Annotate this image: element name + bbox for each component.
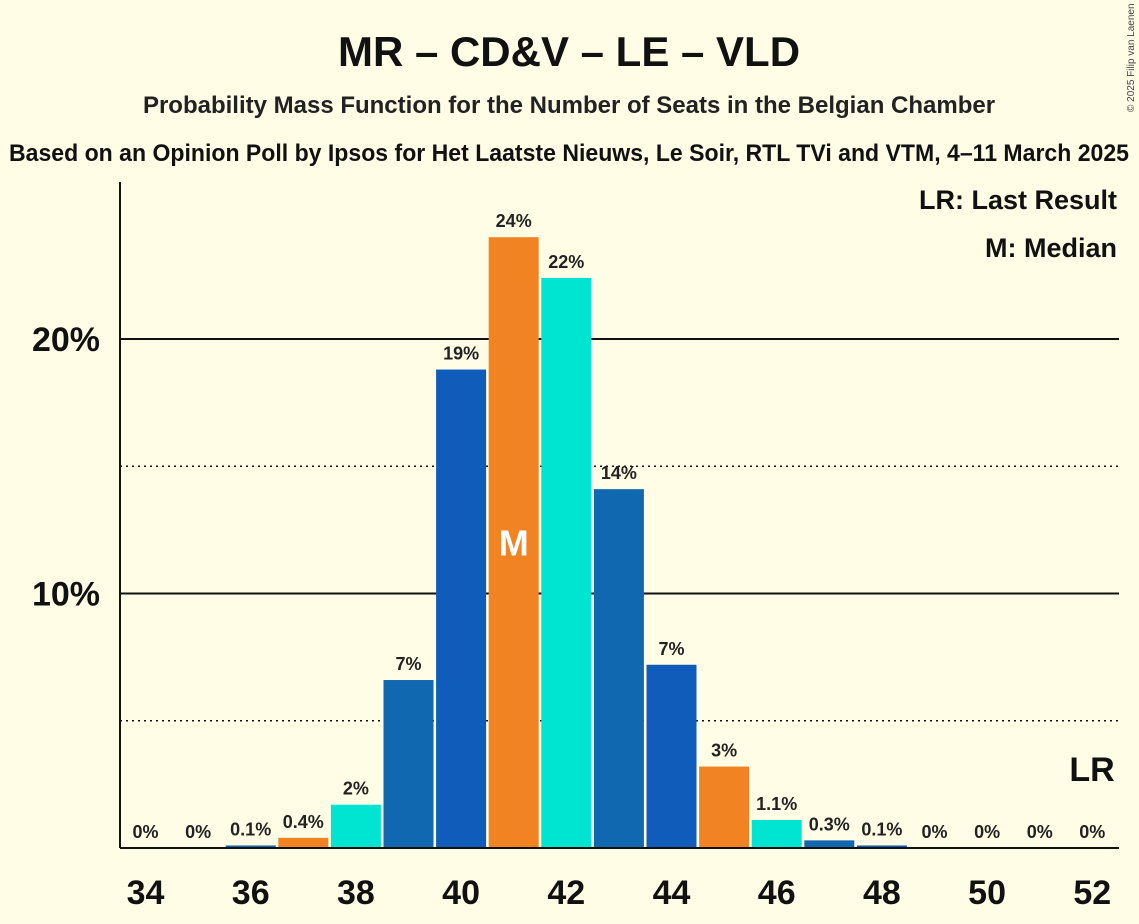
y-tick-label-10: 10%: [32, 576, 100, 614]
chart-source: Based on an Opinion Poll by Ipsos for He…: [9, 140, 1129, 167]
bar-38: [330, 804, 381, 848]
x-axis-ticks: 34 36 38 40 42 44 46 48 50 52: [127, 874, 1112, 912]
x-tick-label-48: 48: [863, 874, 901, 912]
bar-47: [804, 840, 855, 848]
legend-median: M: Median: [985, 233, 1117, 263]
bar-45: [699, 766, 750, 848]
bar-label-39: 7%: [395, 654, 421, 674]
y-tick-label-20: 20%: [32, 321, 100, 359]
x-tick-label-50: 50: [968, 874, 1006, 912]
x-tick-label-44: 44: [653, 874, 691, 912]
bar-label-35: 0%: [185, 822, 211, 842]
x-tick-label-52: 52: [1073, 874, 1111, 912]
bar-42: [541, 277, 592, 848]
x-tick-label-40: 40: [442, 874, 480, 912]
x-tick-label-38: 38: [337, 874, 375, 912]
median-marker: M: [499, 523, 529, 564]
x-tick-label-34: 34: [127, 874, 165, 912]
bar-label-36: 0.1%: [230, 819, 271, 839]
bar-46: [751, 820, 802, 848]
bar-label-38: 2%: [343, 779, 369, 799]
chart-title: MR – CD&V – LE – VLD: [338, 28, 800, 75]
bar-40: [436, 369, 487, 848]
last-result-marker: LR: [1069, 751, 1114, 789]
bar-label-52: 0%: [1079, 822, 1105, 842]
bar-label-50: 0%: [974, 822, 1000, 842]
bar-37: [278, 837, 329, 848]
x-tick-label-42: 42: [547, 874, 585, 912]
x-tick-label-36: 36: [232, 874, 270, 912]
bar-label-37: 0.4%: [283, 812, 324, 832]
bar-43: [593, 489, 644, 848]
bar-labels: 0% 0% 0.1% 0.4% 2% 7% 19% 24% 22% 14% 7% 3% 1.1% 0.3%…: [132, 211, 1105, 842]
bar-label-41: 24%: [496, 211, 532, 231]
bar-36: [225, 845, 276, 848]
bar-39: [383, 680, 434, 848]
bars: [225, 237, 907, 848]
bar-label-46: 1.1%: [756, 794, 797, 814]
bar-label-48: 0.1%: [861, 819, 902, 839]
bar-label-45: 3%: [711, 741, 737, 761]
bar-label-44: 7%: [658, 639, 684, 659]
bar-label-43: 14%: [601, 463, 637, 483]
bar-label-51: 0%: [1027, 822, 1053, 842]
bar-44: [646, 664, 697, 848]
legend-last-result: LR: Last Result: [919, 185, 1117, 215]
bar-label-42: 22%: [548, 252, 584, 272]
bar-48: [856, 845, 907, 848]
bar-label-49: 0%: [921, 822, 947, 842]
x-tick-label-46: 46: [758, 874, 796, 912]
chart-subtitle: Probability Mass Function for the Number…: [143, 92, 995, 119]
bar-label-34: 0%: [132, 822, 158, 842]
bar-label-40: 19%: [443, 344, 479, 364]
copyright-note: © 2025 Filip van Laenen: [1126, 3, 1137, 112]
bar-label-47: 0.3%: [809, 814, 850, 834]
y-axis-ticks: 10% 20%: [32, 321, 100, 614]
bar-41: [488, 237, 539, 848]
